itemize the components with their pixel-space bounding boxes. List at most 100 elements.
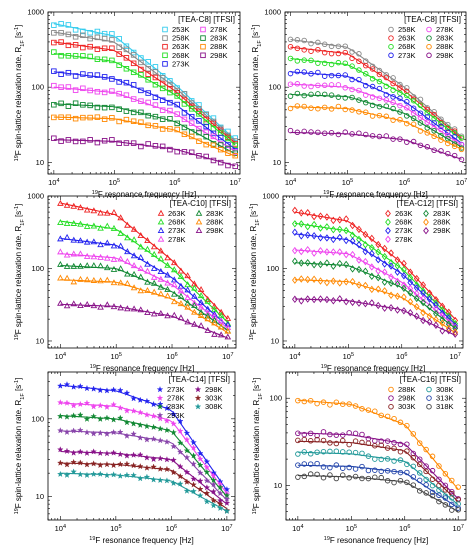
series-283K: [56, 411, 231, 499]
marker-triangle: [150, 310, 158, 317]
marker-circle: [445, 129, 451, 135]
legend-label: 298K: [398, 394, 416, 403]
marker-square: [174, 101, 180, 108]
marker-diamond: [375, 301, 382, 310]
y-tick-label: 10: [36, 492, 44, 501]
plot-area: [287, 36, 465, 163]
fit-line: [290, 106, 462, 150]
marker-star: [190, 439, 197, 446]
marker-circle: [451, 152, 458, 159]
marker-triangle: [124, 305, 131, 312]
series-298K: [51, 135, 238, 170]
marker-circle: [335, 59, 342, 66]
marker-star: [163, 417, 171, 424]
legend-label: 268K: [172, 51, 190, 60]
marker-diamond: [317, 295, 324, 303]
fit-line: [53, 139, 236, 167]
marker-square: [101, 45, 108, 52]
marker-circle: [342, 60, 348, 66]
marker-circle: [383, 133, 390, 139]
marker-square: [203, 141, 209, 148]
fit-line: [60, 462, 228, 510]
marker-square: [72, 100, 79, 106]
marker-circle: [369, 94, 376, 100]
marker-circle: [369, 63, 376, 70]
fit-line: [60, 415, 228, 497]
marker-circle: [424, 130, 431, 136]
marker-circle: [410, 97, 417, 104]
fit-line: [53, 116, 236, 157]
marker-star: [130, 407, 137, 414]
legend-label: 283K: [167, 402, 185, 411]
marker-circle: [397, 81, 403, 88]
marker-diamond: [336, 279, 343, 287]
marker-square: [109, 57, 115, 64]
marker-diamond: [381, 287, 388, 295]
marker-square: [116, 62, 122, 68]
marker-circle: [352, 466, 359, 472]
marker-circle: [369, 102, 376, 109]
marker-triangle: [204, 312, 212, 319]
series-278K: [287, 81, 465, 148]
marker-triangle: [164, 312, 171, 319]
x-tick-label: 105: [346, 524, 357, 533]
marker-circle: [327, 448, 333, 455]
y-tick-label: 10: [36, 336, 44, 345]
marker-circle: [320, 437, 327, 444]
marker-circle: [376, 112, 383, 119]
marker-diamond: [317, 260, 324, 269]
marker-star: [63, 447, 71, 454]
marker-circle: [431, 147, 437, 154]
marker-triangle: [195, 218, 203, 225]
marker-circle: [287, 93, 294, 99]
marker-diamond: [311, 212, 317, 221]
marker-circle: [436, 498, 442, 505]
marker-square: [58, 39, 64, 45]
marker-circle: [383, 113, 390, 120]
marker-triangle: [90, 222, 98, 229]
marker-square: [210, 115, 217, 121]
series-278K: [57, 248, 232, 331]
marker-star: [190, 460, 197, 467]
marker-star: [210, 488, 217, 495]
marker-circle: [410, 138, 417, 145]
marker-circle: [287, 81, 294, 87]
marker-diamond: [381, 244, 388, 253]
marker-circle: [294, 90, 301, 97]
marker-circle: [328, 92, 335, 98]
marker-square: [232, 135, 238, 141]
x-tick-label: 106: [396, 352, 407, 361]
marker-square: [58, 114, 64, 120]
marker-circle: [321, 82, 328, 89]
marker-circle: [342, 49, 348, 56]
marker-triangle: [170, 290, 178, 297]
x-tick-label: 105: [111, 352, 122, 361]
y-tick-label: 10: [274, 481, 282, 490]
marker-star: [103, 387, 111, 394]
marker-triangle: [77, 275, 84, 282]
marker-square: [58, 138, 64, 144]
marker-circle: [410, 463, 417, 470]
marker-triangle: [191, 299, 198, 306]
marker-circle: [301, 47, 307, 53]
marker-circle: [349, 131, 355, 137]
marker-star: [130, 395, 137, 402]
marker-square: [152, 123, 159, 129]
marker-diamond: [388, 249, 394, 257]
marker-star: [203, 463, 211, 471]
marker-triangle: [197, 286, 205, 292]
marker-circle: [369, 113, 376, 119]
marker-triangle: [217, 323, 225, 330]
marker-square: [123, 55, 130, 61]
marker-star: [90, 412, 97, 420]
marker-circle: [397, 469, 404, 476]
marker-circle: [436, 476, 442, 483]
marker-circle: [287, 44, 294, 50]
marker-star: [116, 414, 124, 421]
marker-square: [116, 79, 122, 85]
marker-square: [51, 114, 57, 121]
marker-circle: [383, 74, 390, 81]
marker-circle: [295, 474, 301, 480]
marker-circle: [426, 52, 432, 59]
marker-triangle: [110, 242, 118, 249]
